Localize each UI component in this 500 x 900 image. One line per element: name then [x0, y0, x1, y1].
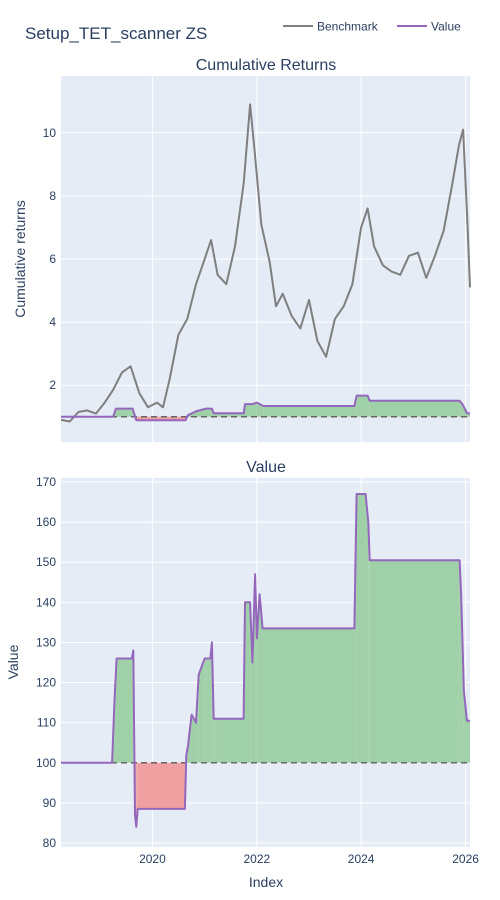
p1-fill-segment: [356, 395, 368, 417]
p2-y-tick-label: 100: [36, 756, 56, 770]
p2-y-tick-label: 80: [43, 836, 57, 850]
legend-label-benchmark: Benchmark: [317, 20, 379, 34]
p2-fill-segment: [206, 658, 211, 763]
legend-item-value[interactable]: Value: [397, 20, 461, 34]
p2-fill-segment: [466, 720, 470, 763]
p2-fill-segment: [245, 602, 251, 763]
p2-y-tick-label: 130: [36, 635, 56, 649]
p2-y-tick-label: 140: [36, 595, 56, 609]
panel2-ylabel: Value: [5, 644, 21, 679]
p2-fill-segment: [365, 494, 369, 763]
p2-y-tick-label: 90: [43, 796, 57, 810]
x-axis-label: Index: [249, 874, 283, 890]
legend[interactable]: Benchmark Value: [283, 20, 461, 34]
p1-y-tick-label: 4: [49, 315, 56, 329]
p2-fill-segment: [204, 658, 207, 763]
p2-fill-segment: [458, 560, 460, 763]
panel2-y-tick-labels: 80 90 100 110 120 130 140 150 160 170: [36, 475, 56, 850]
p1-fill-segment: [252, 402, 257, 417]
x-tick-label: 2024: [348, 852, 375, 866]
p2-y-tick-label: 110: [37, 716, 56, 730]
p2-fill-segment: [210, 642, 212, 763]
legend-item-benchmark[interactable]: Benchmark: [283, 20, 379, 34]
p2-fill-segment: [463, 690, 467, 763]
p1-fill-segment: [245, 404, 253, 417]
p2-fill-segment: [213, 718, 216, 763]
x-tick-label: 2020: [139, 852, 166, 866]
p2-y-tick-label: 160: [36, 515, 56, 529]
p2-fill-segment: [218, 718, 244, 763]
p2-y-tick-label: 170: [36, 475, 56, 489]
panel1-title: Cumulative Returns: [196, 57, 337, 74]
panel2-series: [61, 493, 470, 828]
legend-label-value: Value: [431, 20, 461, 34]
p2-fill-segment: [215, 718, 219, 763]
p2-fill-segment: [369, 560, 459, 763]
p1-y-tick-label: 10: [43, 126, 57, 140]
panel1-y-tick-labels: 2 4 6 8 10: [43, 126, 57, 392]
p2-fill-segment: [137, 762, 185, 809]
p1-y-tick-label: 8: [49, 189, 56, 203]
panel2-fill-area: [112, 494, 470, 827]
p1-fill-segment: [206, 408, 212, 417]
panel1-grid: [61, 76, 470, 442]
p1-y-tick-label: 6: [49, 252, 56, 266]
x-tick-label: 2022: [244, 852, 271, 866]
p2-y-tick-label: 120: [36, 676, 56, 690]
panel1-ylabel: Cumulative returns: [12, 200, 28, 318]
p2-fill-segment: [368, 522, 370, 763]
p1-series-benchmark[interactable]: [60, 103, 471, 423]
p2-series-value[interactable]: [61, 493, 470, 828]
p2-y-tick-label: 150: [36, 555, 56, 569]
p1-y-tick-label: 2: [49, 378, 56, 392]
figure-title: Setup_TET_scanner ZS: [25, 24, 207, 43]
panel2-title: Value: [246, 459, 286, 476]
p2-fill-segment: [116, 658, 132, 763]
x-tick-label: 2026: [452, 852, 479, 866]
panel2-x-tick-labels: 2020 2022 2024 2026: [139, 852, 479, 866]
p1-fill-segment: [369, 400, 460, 417]
p2-fill-segment: [198, 658, 205, 763]
p2-fill-segment: [191, 714, 196, 763]
p1-fill-segment: [115, 408, 133, 417]
panel1-series: [60, 103, 471, 423]
p2-fill-segment: [259, 594, 263, 763]
p2-fill-segment: [356, 494, 366, 763]
p1-series-value[interactable]: [61, 394, 471, 422]
p1-fill-segment: [196, 408, 206, 417]
p2-fill-segment: [262, 628, 355, 763]
p1-fill-segment: [263, 406, 355, 417]
